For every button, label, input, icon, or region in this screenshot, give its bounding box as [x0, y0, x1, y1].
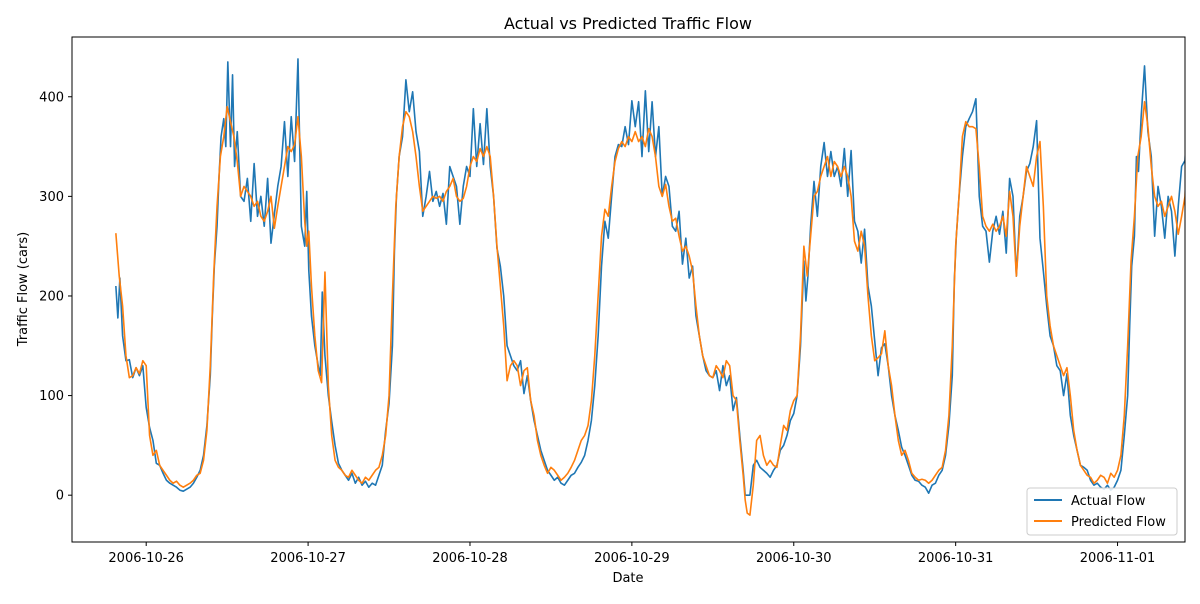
y-axis: 0 100 200 300 400 [39, 90, 72, 504]
y-tick-label: 100 [39, 389, 64, 404]
plot-frame [71, 36, 1186, 543]
x-tick-label: 2006-10-30 [756, 551, 832, 566]
x-axis-label: Date [612, 571, 643, 586]
legend-box [1026, 487, 1178, 536]
y-tick-label: 300 [39, 190, 64, 205]
legend: Actual Flow Predicted Flow [1026, 487, 1178, 536]
x-tick-label: 2006-10-29 [594, 551, 670, 566]
y-tick-label: 200 [39, 289, 64, 304]
plot-area: 2006-10-26 2006-10-27 2006-10-28 2006-10-29… [39, 36, 1186, 566]
series-line-predicted-flow [115, 100, 1185, 516]
y-tick-label: 0 [56, 489, 64, 504]
legend-label-actual-flow: Actual Flow [1071, 494, 1146, 509]
x-tick-label: 2006-10-27 [270, 551, 346, 566]
legend-label-predicted-flow: Predicted Flow [1071, 515, 1166, 530]
x-tick-label: 2006-11-01 [1080, 551, 1156, 566]
y-tick-label: 400 [39, 90, 64, 105]
y-axis-label: Traffic Flow (cars) [16, 232, 31, 347]
x-tick-label: 2006-10-31 [918, 551, 994, 566]
x-axis: 2006-10-26 2006-10-27 2006-10-28 2006-10-29… [108, 542, 1155, 566]
series-layer [115, 58, 1185, 516]
chart-title: Actual vs Predicted Traffic Flow [504, 14, 752, 33]
x-tick-label: 2006-10-28 [432, 551, 508, 566]
x-tick-label: 2006-10-26 [108, 551, 184, 566]
